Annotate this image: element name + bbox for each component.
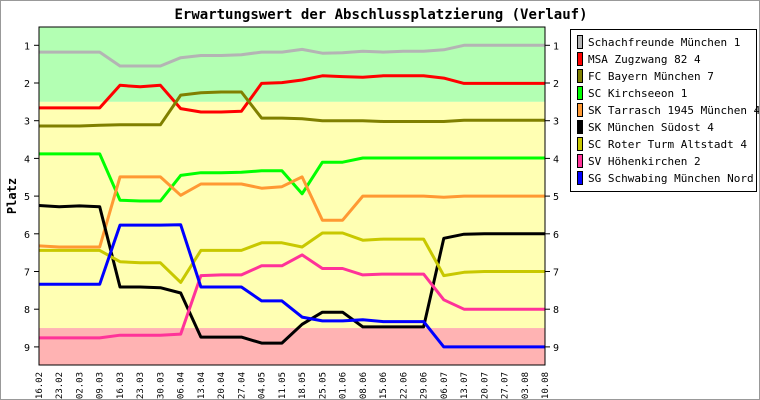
x-tick-label: 16.02 bbox=[35, 372, 45, 399]
x-tick-label: 03.08 bbox=[521, 372, 531, 399]
x-tick-label: 09.03 bbox=[96, 372, 106, 399]
series-line-5 bbox=[38, 204, 545, 345]
series-line-8 bbox=[39, 223, 545, 349]
series-line-0 bbox=[39, 43, 545, 68]
x-tick-label: 13.07 bbox=[460, 372, 470, 399]
legend-entry: SK Tarrasch 1945 München 4 bbox=[588, 104, 759, 117]
legend-swatch bbox=[577, 35, 583, 49]
legend-entry: SV Höhenkirchen 2 bbox=[588, 155, 701, 168]
series-line-4 bbox=[38, 175, 545, 249]
y-tick-label-right: 3 bbox=[553, 117, 559, 128]
legend-swatch bbox=[577, 69, 583, 83]
y-tick-label-right: 6 bbox=[553, 230, 559, 241]
x-tick-label: 23.02 bbox=[55, 372, 65, 399]
x-tick-label: 18.05 bbox=[298, 372, 308, 399]
series-line-6 bbox=[39, 231, 545, 284]
series-line-1 bbox=[39, 74, 545, 114]
x-tick-label: 01.06 bbox=[339, 372, 349, 399]
y-tick-label-right: 1 bbox=[553, 41, 559, 52]
y-tick-label-right: 8 bbox=[553, 305, 559, 316]
series-line-7 bbox=[39, 253, 545, 340]
y-tick-label-left: 7 bbox=[24, 268, 30, 279]
y-tick-label-left: 8 bbox=[24, 305, 30, 316]
background-band-0 bbox=[39, 27, 545, 102]
y-tick-label-right: 7 bbox=[553, 268, 559, 279]
x-tick-label: 27.04 bbox=[237, 372, 247, 399]
y-tick-label-left: 1 bbox=[24, 41, 30, 52]
x-tick-label: 10.08 bbox=[541, 372, 551, 399]
y-tick-label-right: 2 bbox=[553, 79, 559, 90]
legend-swatch bbox=[577, 120, 583, 134]
y-tick-label-left: 9 bbox=[24, 343, 30, 354]
legend-swatch bbox=[577, 137, 583, 151]
x-tick-label: 16.03 bbox=[116, 372, 126, 399]
x-tick-label: 13.04 bbox=[197, 372, 207, 399]
y-tick-label-right: 9 bbox=[553, 343, 559, 354]
y-tick-label-right: 5 bbox=[553, 192, 559, 203]
series-line-2 bbox=[39, 90, 545, 128]
chart-title: Erwartungswert der Abschlussplatzierung … bbox=[174, 7, 587, 23]
y-axis-label: Platz bbox=[5, 178, 19, 214]
x-tick-label: 20.07 bbox=[480, 372, 490, 399]
legend-swatch bbox=[577, 154, 583, 168]
legend-entry: SC Kirchseeon 1 bbox=[588, 87, 687, 100]
legend-swatch bbox=[577, 86, 583, 100]
x-tick-label: 06.07 bbox=[440, 372, 450, 399]
legend-entry: SC Roter Turm Altstadt 4 bbox=[588, 138, 747, 151]
legend-entry: Schachfreunde München 1 bbox=[588, 36, 740, 49]
x-tick-label: 15.06 bbox=[379, 372, 389, 399]
x-tick-label: 22.06 bbox=[399, 372, 409, 399]
y-tick-label-left: 3 bbox=[24, 117, 30, 128]
x-tick-label: 30.03 bbox=[156, 372, 166, 399]
legend-box bbox=[570, 29, 757, 192]
x-tick-label: 02.03 bbox=[75, 372, 85, 399]
x-tick-label: 06.04 bbox=[177, 372, 187, 399]
x-tick-label: 04.05 bbox=[258, 372, 268, 399]
legend-entry: SK München Südost 4 bbox=[588, 121, 714, 134]
y-tick-label-right: 4 bbox=[553, 154, 559, 165]
y-tick-label-left: 6 bbox=[24, 230, 30, 241]
y-tick-label-left: 2 bbox=[24, 79, 30, 90]
legend-swatch bbox=[577, 103, 583, 117]
background-band-1 bbox=[39, 101, 545, 329]
y-tick-label-left: 5 bbox=[24, 192, 30, 203]
x-tick-label: 08.06 bbox=[359, 372, 369, 399]
legend-entry: SG Schwabing München Nord 2 bbox=[588, 172, 759, 185]
x-tick-label: 25.05 bbox=[318, 372, 328, 399]
x-tick-label: 20.04 bbox=[217, 372, 227, 399]
x-tick-label: 27.07 bbox=[501, 372, 511, 399]
x-tick-label: 29.06 bbox=[420, 372, 430, 399]
x-tick-label: 23.03 bbox=[136, 372, 146, 399]
x-tick-label: 11.05 bbox=[278, 372, 288, 399]
legend-swatch bbox=[577, 52, 583, 66]
legend-entry: FC Bayern München 7 bbox=[588, 70, 714, 83]
y-tick-label-left: 4 bbox=[24, 154, 30, 165]
legend-entry: MSA Zugzwang 82 4 bbox=[588, 53, 701, 66]
legend-swatch bbox=[577, 171, 583, 185]
